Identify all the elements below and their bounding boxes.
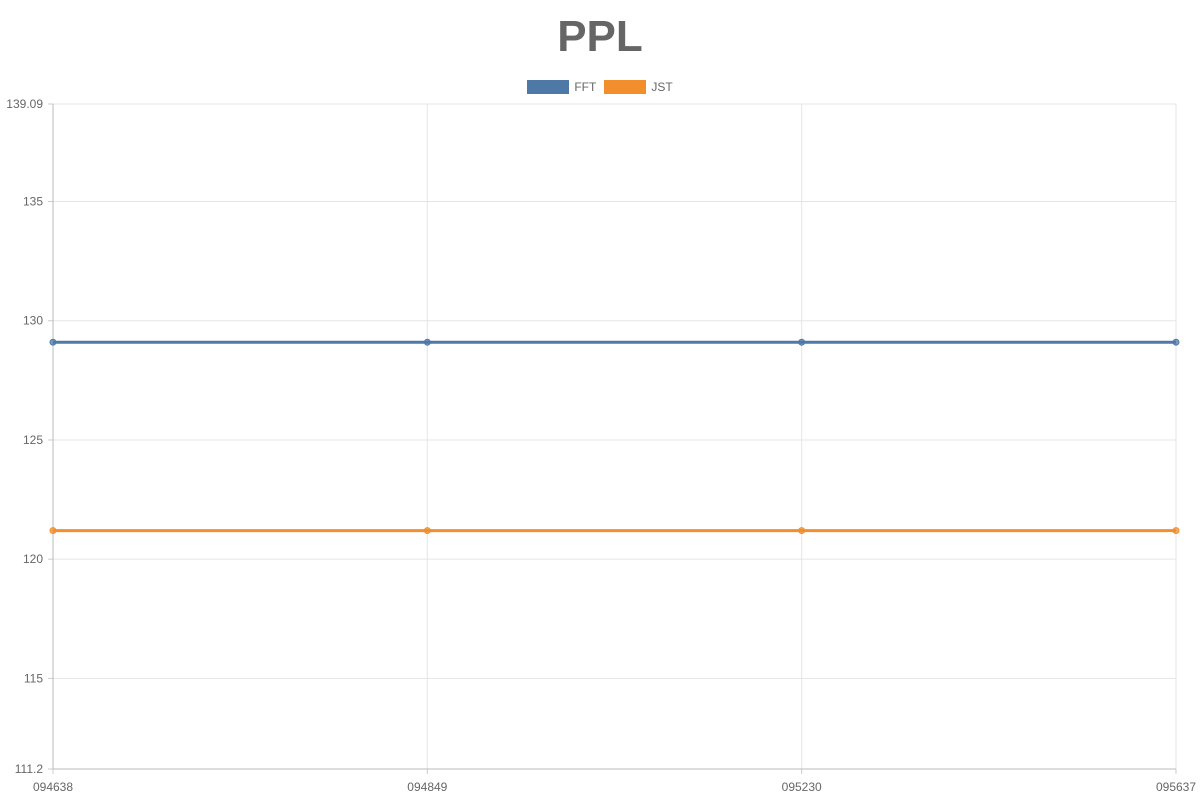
y-tick-label: 139.09	[6, 97, 43, 111]
data-point-jst[interactable]	[1172, 527, 1180, 535]
y-tick-label: 130	[23, 314, 43, 328]
y-tick-label: 125	[23, 433, 43, 447]
data-point-jst[interactable]	[49, 527, 57, 535]
data-point-jst[interactable]	[423, 527, 431, 535]
x-tick-label: 095637	[1156, 780, 1196, 794]
legend-label-fft: FFT	[574, 80, 597, 94]
x-tick-label: 094638	[33, 780, 73, 794]
y-tick-label: 115	[24, 671, 43, 685]
legend-label-jst: JST	[651, 80, 673, 94]
grid-lines	[52, 103, 1177, 770]
x-tick-label: 094849	[407, 780, 447, 794]
series-lines	[49, 338, 1180, 535]
legend-item-fft[interactable]: FFT	[527, 80, 596, 94]
y-tick-label: 111.2	[15, 762, 44, 776]
legend-swatch-fft	[527, 80, 570, 94]
data-point-fft[interactable]	[423, 338, 431, 346]
legend: FFT JST	[0, 80, 1200, 94]
data-point-fft[interactable]	[798, 338, 806, 346]
legend-swatch-jst	[604, 80, 647, 94]
data-point-jst[interactable]	[798, 527, 806, 535]
chart-title: PPL	[557, 12, 643, 61]
x-tick-label: 095230	[782, 780, 822, 794]
y-tick-label: 120	[23, 552, 43, 566]
axes	[48, 103, 1177, 774]
data-point-fft[interactable]	[49, 338, 57, 346]
data-point-fft[interactable]	[1172, 338, 1180, 346]
legend-item-jst[interactable]: JST	[604, 80, 673, 94]
y-tick-label: 135	[23, 195, 43, 209]
tick-labels: 139.09 135 130 125 120 115 111.2 094638 094849 09…	[6, 97, 1196, 794]
